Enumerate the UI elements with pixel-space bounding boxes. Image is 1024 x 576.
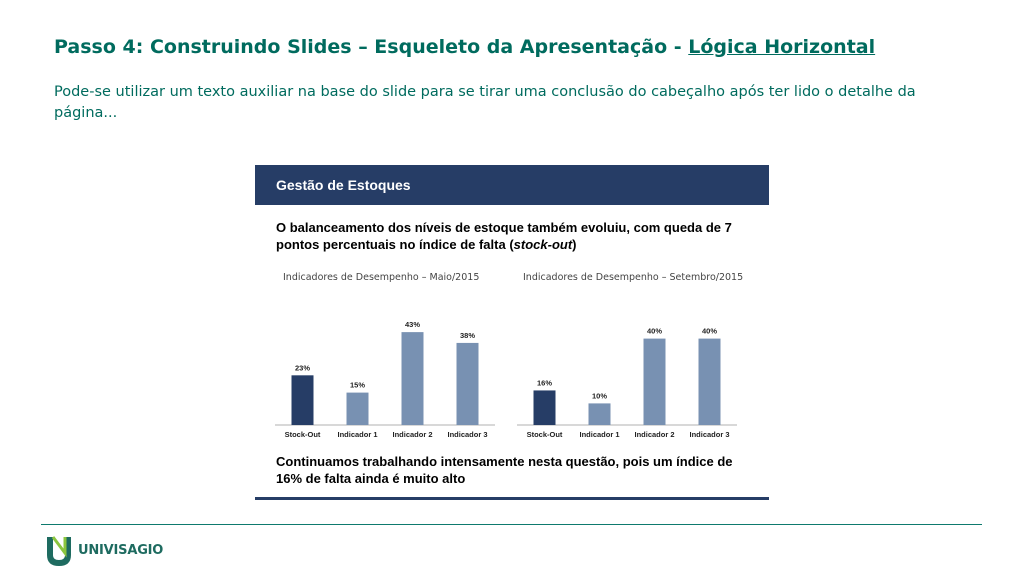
bar-indicador-2 bbox=[643, 338, 666, 425]
category-label: Indicador 3 bbox=[447, 430, 487, 439]
slide-title-link[interactable]: Lógica Horizontal bbox=[688, 36, 876, 58]
bar-chart-september: 16% Stock-Out 10% Indicador 1 40% Indicador 2… bbox=[517, 327, 737, 439]
category-label: Stock-Out bbox=[527, 430, 563, 439]
univisagio-logo: UNIVISAGIO bbox=[44, 535, 204, 567]
bar-indicador-3 bbox=[456, 342, 479, 425]
category-label: Indicador 2 bbox=[634, 430, 674, 439]
univisagio-logo-text: UNIVISAGIO bbox=[78, 543, 164, 558]
category-label: Stock-Out bbox=[285, 430, 321, 439]
bar-value-label: 43% bbox=[405, 320, 420, 329]
category-label: Indicador 2 bbox=[392, 430, 432, 439]
bar-value-label: 40% bbox=[702, 327, 717, 336]
card-header: Gestão de Estoques bbox=[255, 165, 769, 205]
card-lead-text: O balanceamento dos níveis de estoque ta… bbox=[276, 219, 756, 253]
card-header-title: Gestão de Estoques bbox=[276, 177, 411, 193]
slide-title-main: Passo 4: Construindo Slides – Esqueleto … bbox=[54, 36, 689, 58]
card-lead-italic: stock-out bbox=[513, 237, 573, 252]
bar-value-label: 16% bbox=[537, 378, 552, 387]
chart-card: Gestão de Estoques O balanceamento dos n… bbox=[255, 165, 769, 501]
bar-indicador-1 bbox=[588, 403, 611, 425]
bar-chart-may: 23% Stock-Out 15% Indicador 1 43% Indicador 2… bbox=[275, 320, 495, 439]
bar-stock-out bbox=[533, 390, 556, 425]
category-label: Indicador 1 bbox=[579, 430, 619, 439]
bar-stock-out bbox=[291, 375, 314, 425]
card-bottom-rule bbox=[255, 497, 769, 500]
bar-value-label: 10% bbox=[592, 391, 607, 400]
bar-value-label: 40% bbox=[647, 327, 662, 336]
bar-value-label: 23% bbox=[295, 363, 310, 372]
slide-subtitle: Pode-se utilizar um texto auxiliar na ba… bbox=[54, 84, 916, 121]
card-lead-part2: ) bbox=[572, 237, 577, 252]
bar-value-label: 38% bbox=[460, 331, 475, 340]
bar-value-label: 15% bbox=[350, 381, 365, 390]
chart-title-may: Indicadores de Desempenho – Maio/2015 bbox=[283, 272, 480, 283]
bar-indicador-3 bbox=[698, 338, 721, 425]
footer-divider bbox=[41, 524, 982, 525]
slide-title: Passo 4: Construindo Slides – Esqueleto … bbox=[54, 36, 994, 58]
category-label: Indicador 1 bbox=[337, 430, 377, 439]
bar-indicador-1 bbox=[346, 392, 369, 425]
univisagio-logo-icon bbox=[47, 536, 71, 566]
card-conclusion-text: Continuamos trabalhando intensamente nes… bbox=[276, 454, 733, 486]
chart-title-september: Indicadores de Desempenho – Setembro/201… bbox=[523, 272, 744, 283]
bar-indicador-2 bbox=[401, 332, 424, 425]
category-label: Indicador 3 bbox=[689, 430, 729, 439]
card-lead-part1: O balanceamento dos níveis de estoque ta… bbox=[276, 220, 732, 252]
